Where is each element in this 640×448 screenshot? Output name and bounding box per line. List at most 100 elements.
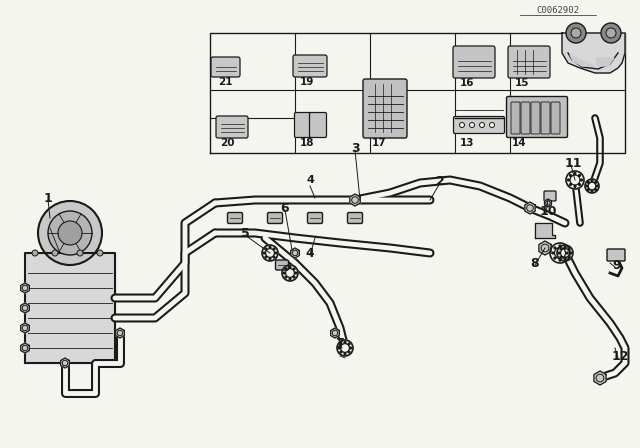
Circle shape xyxy=(348,351,350,353)
Text: 3: 3 xyxy=(351,142,359,155)
FancyBboxPatch shape xyxy=(521,102,530,134)
FancyBboxPatch shape xyxy=(307,212,323,224)
FancyBboxPatch shape xyxy=(454,116,504,134)
Circle shape xyxy=(263,252,265,254)
Circle shape xyxy=(273,256,275,258)
Circle shape xyxy=(564,247,566,249)
Circle shape xyxy=(275,252,276,254)
Text: 20: 20 xyxy=(220,138,234,148)
Circle shape xyxy=(284,272,285,274)
Circle shape xyxy=(262,245,278,261)
Circle shape xyxy=(550,243,570,263)
Circle shape xyxy=(490,122,495,128)
Circle shape xyxy=(337,340,353,356)
Polygon shape xyxy=(539,241,551,255)
Polygon shape xyxy=(525,202,535,214)
Polygon shape xyxy=(570,55,594,66)
Circle shape xyxy=(552,252,554,254)
Polygon shape xyxy=(61,358,69,368)
Circle shape xyxy=(97,250,103,256)
FancyBboxPatch shape xyxy=(275,260,289,270)
Polygon shape xyxy=(25,253,115,363)
Circle shape xyxy=(293,276,295,278)
Circle shape xyxy=(273,248,275,250)
Circle shape xyxy=(348,343,350,345)
Text: 5: 5 xyxy=(241,227,250,240)
Polygon shape xyxy=(20,343,29,353)
Text: 17: 17 xyxy=(372,138,387,148)
Circle shape xyxy=(340,343,342,345)
FancyBboxPatch shape xyxy=(508,46,550,78)
FancyBboxPatch shape xyxy=(506,96,568,138)
Circle shape xyxy=(479,122,484,128)
Circle shape xyxy=(32,250,38,256)
Circle shape xyxy=(579,184,580,185)
Circle shape xyxy=(285,276,287,278)
FancyBboxPatch shape xyxy=(216,116,248,138)
Circle shape xyxy=(564,258,566,260)
Circle shape xyxy=(559,245,561,247)
Text: 1: 1 xyxy=(44,191,52,204)
FancyBboxPatch shape xyxy=(348,212,362,224)
FancyBboxPatch shape xyxy=(211,57,240,77)
FancyBboxPatch shape xyxy=(227,212,243,224)
FancyBboxPatch shape xyxy=(551,102,560,134)
Circle shape xyxy=(568,248,570,250)
Circle shape xyxy=(38,201,102,265)
FancyBboxPatch shape xyxy=(363,79,407,138)
Polygon shape xyxy=(562,33,625,73)
Text: 13: 13 xyxy=(460,138,474,148)
FancyBboxPatch shape xyxy=(293,55,327,77)
Circle shape xyxy=(350,347,351,349)
FancyBboxPatch shape xyxy=(531,102,540,134)
Text: 9: 9 xyxy=(612,258,621,271)
Circle shape xyxy=(554,247,556,249)
Polygon shape xyxy=(20,283,29,293)
Circle shape xyxy=(568,179,570,181)
Circle shape xyxy=(596,185,598,187)
Circle shape xyxy=(606,28,616,38)
Circle shape xyxy=(269,246,271,248)
Polygon shape xyxy=(291,248,300,258)
Polygon shape xyxy=(116,328,124,338)
Text: 7: 7 xyxy=(335,336,344,349)
FancyBboxPatch shape xyxy=(541,102,550,134)
Text: 2: 2 xyxy=(436,175,444,188)
Text: 18: 18 xyxy=(300,138,314,148)
Polygon shape xyxy=(594,371,606,385)
Circle shape xyxy=(269,258,271,260)
Circle shape xyxy=(344,341,346,343)
Circle shape xyxy=(560,248,562,250)
FancyBboxPatch shape xyxy=(511,102,520,134)
Polygon shape xyxy=(20,303,29,313)
FancyBboxPatch shape xyxy=(268,212,282,224)
Text: 4: 4 xyxy=(306,175,314,185)
Text: C0062902: C0062902 xyxy=(536,6,579,15)
Circle shape xyxy=(282,265,298,281)
Text: 10: 10 xyxy=(540,204,557,217)
Polygon shape xyxy=(20,323,29,333)
Circle shape xyxy=(295,272,297,274)
Circle shape xyxy=(52,250,58,256)
Circle shape xyxy=(77,250,83,256)
Polygon shape xyxy=(545,199,552,207)
Circle shape xyxy=(570,252,572,254)
FancyBboxPatch shape xyxy=(310,112,326,138)
Circle shape xyxy=(559,259,561,261)
Circle shape xyxy=(285,268,287,270)
Circle shape xyxy=(566,23,586,43)
Text: 8: 8 xyxy=(531,257,540,270)
Circle shape xyxy=(48,211,92,255)
Text: 11: 11 xyxy=(564,156,582,169)
Text: 12: 12 xyxy=(611,349,628,362)
Text: 21: 21 xyxy=(218,77,232,87)
Circle shape xyxy=(588,189,589,190)
Circle shape xyxy=(566,171,584,189)
Circle shape xyxy=(601,23,621,43)
Circle shape xyxy=(591,180,593,182)
FancyBboxPatch shape xyxy=(607,249,625,261)
Circle shape xyxy=(566,252,568,254)
FancyBboxPatch shape xyxy=(294,112,312,138)
Text: 19: 19 xyxy=(300,77,314,87)
Circle shape xyxy=(586,185,588,187)
